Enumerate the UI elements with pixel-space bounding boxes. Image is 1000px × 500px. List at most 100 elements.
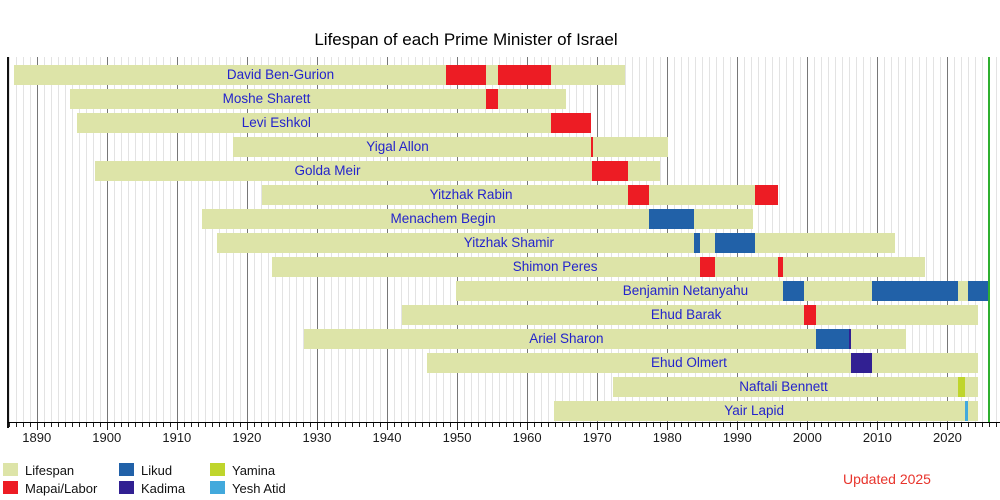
pm-name-label: Moshe Sharett: [222, 91, 311, 106]
axis-tick-minor: [225, 423, 227, 427]
axis-tick-major: [527, 423, 529, 430]
y-axis-line: [7, 57, 9, 428]
axis-tick-minor: [548, 423, 550, 427]
gridline-minor: [169, 57, 171, 422]
legend-label: Lifespan: [25, 463, 75, 478]
axis-tick-major: [597, 423, 599, 430]
lifespan-bar: [612, 377, 979, 397]
gridline-minor: [85, 57, 87, 422]
pm-name-label: Yigal Allon: [366, 139, 429, 154]
axis-tick-label: 1910: [162, 430, 192, 445]
axis-tick-major: [457, 423, 459, 430]
axis-tick-minor: [513, 423, 515, 427]
gridline-minor: [99, 57, 101, 422]
gridline-minor: [190, 57, 192, 422]
gridline-minor: [183, 57, 185, 422]
axis-tick-minor: [380, 423, 381, 427]
axis-tick-minor: [842, 423, 844, 427]
axis-tick-minor: [422, 423, 424, 427]
axis-tick-minor: [884, 423, 886, 427]
axis-tick-minor: [499, 423, 501, 427]
axis-tick-label: 1990: [722, 430, 752, 445]
pm-name-label: Yitzhak Shamir: [463, 235, 555, 250]
axis-tick-minor: [211, 423, 213, 427]
legend-swatch-yamina: [210, 463, 225, 476]
axis-tick-minor: [772, 423, 774, 427]
gridline-minor: [134, 57, 136, 422]
axis-tick-minor: [85, 423, 87, 427]
axis-tick-label: 1970: [582, 430, 612, 445]
axis-tick-major: [667, 423, 669, 430]
axis-tick-minor: [674, 423, 676, 427]
lifespan-bar: [401, 305, 979, 325]
gridline-minor: [926, 57, 928, 422]
axis-tick-minor: [120, 423, 122, 427]
legend-label: Kadima: [141, 481, 186, 496]
term-bar-kadima: [848, 329, 852, 349]
axis-tick-minor: [954, 423, 956, 427]
x-axis: 1890 1900 1910 1920 1930 1940 1950 1960 1970 1980…: [8, 422, 1000, 451]
pm-name-label: Golda Meir: [294, 163, 361, 178]
lifespan-bar: [94, 161, 660, 181]
axis-tick-label: 1980: [652, 430, 682, 445]
axis-tick-minor: [975, 423, 977, 427]
term-bar-mapai_labor: [591, 137, 594, 157]
axis-tick-minor: [43, 423, 45, 427]
lifespan-bar: [455, 281, 979, 301]
axis-tick-minor: [267, 423, 269, 427]
axis-tick-minor: [8, 423, 10, 427]
axis-tick-minor: [358, 423, 360, 427]
axis-tick-minor: [22, 423, 24, 427]
lifespan-bar: [426, 353, 979, 373]
gridline-minor: [113, 57, 115, 422]
axis-tick-minor: [828, 423, 830, 427]
term-bar-mapai_labor: [485, 89, 498, 109]
axis-tick-minor: [604, 423, 606, 427]
axis-tick-minor: [169, 423, 171, 427]
axis-tick-minor: [274, 423, 276, 427]
axis-tick-minor: [758, 423, 760, 427]
gridline-major: [947, 57, 949, 422]
axis-tick-minor: [709, 423, 711, 427]
axis-tick-minor: [688, 423, 690, 427]
term-bar-likud: [649, 209, 694, 229]
axis-tick-minor: [982, 423, 984, 427]
legend-swatch-kadima: [119, 481, 134, 494]
pm-name-label: Ariel Sharon: [529, 331, 604, 346]
term-bar-mapai_labor: [591, 161, 629, 181]
axis-tick-minor: [695, 423, 697, 427]
chart-title: Lifespan of each Prime Minister of Israe…: [314, 30, 618, 49]
axis-tick-minor: [57, 423, 59, 427]
term-bar-likud: [693, 233, 701, 253]
pm-name-label: Benjamin Netanyahu: [622, 283, 749, 298]
axis-tick-minor: [723, 423, 725, 427]
axis-tick-minor: [71, 423, 73, 427]
axis-tick-minor: [155, 423, 157, 427]
axis-tick-minor: [64, 423, 66, 427]
axis-tick-minor: [344, 423, 346, 427]
axis-tick-minor: [555, 423, 557, 427]
gridline-minor: [15, 57, 17, 422]
axis-tick-minor: [520, 423, 522, 427]
axis-tick-minor: [996, 423, 998, 427]
axis-tick-minor: [92, 423, 94, 427]
axis-tick-minor: [365, 423, 367, 427]
pm-name-label: Levi Eshkol: [241, 115, 311, 130]
axis-tick-label: 2020: [932, 430, 962, 445]
term-bar-mapai_labor: [551, 113, 592, 133]
axis-tick-minor: [492, 423, 494, 427]
pm-name-label: Yitzhak Rabin: [429, 187, 513, 202]
gridline-minor: [43, 57, 45, 422]
pm-name-label: Yair Lapid: [724, 403, 784, 418]
gridline-minor: [78, 57, 80, 422]
gridline-minor: [162, 57, 164, 422]
gridline-minor: [141, 57, 143, 422]
axis-tick-minor: [337, 423, 339, 427]
gridline-minor: [968, 57, 970, 422]
axis-tick-minor: [141, 423, 143, 427]
axis-tick-minor: [415, 423, 417, 427]
axis-tick-minor: [78, 423, 80, 427]
gridline-minor: [919, 57, 921, 422]
axis-tick-minor: [239, 423, 241, 427]
pm-name-label: Ehud Olmert: [651, 355, 727, 370]
